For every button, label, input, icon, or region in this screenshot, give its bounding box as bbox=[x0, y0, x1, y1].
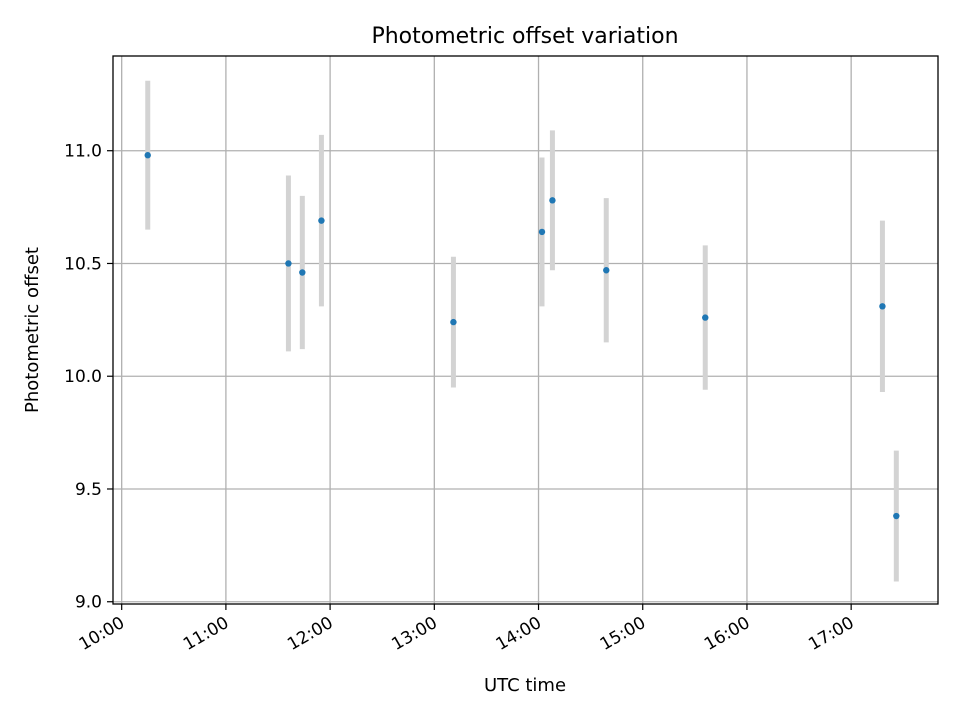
data-point bbox=[893, 512, 900, 520]
data-point bbox=[702, 314, 709, 321]
data-points bbox=[144, 152, 900, 520]
x-axis-label: UTC time bbox=[484, 675, 566, 696]
y-tick-label: 9.0 bbox=[75, 593, 102, 613]
y-tick-label: 9.5 bbox=[75, 480, 102, 500]
data-point bbox=[144, 152, 151, 159]
y-tick-label: 10.5 bbox=[64, 254, 102, 274]
data-point bbox=[538, 228, 546, 236]
data-point bbox=[603, 267, 610, 274]
data-point bbox=[318, 217, 325, 224]
y-tick-label: 11.0 bbox=[64, 142, 102, 162]
y-axis-ticks: 9.0 9.5 10.0 10.5 11.0 bbox=[64, 142, 113, 613]
data-point bbox=[549, 197, 556, 204]
data-point bbox=[285, 260, 292, 267]
data-point bbox=[299, 269, 306, 276]
grid bbox=[113, 56, 938, 604]
plot-frame bbox=[112, 55, 939, 605]
y-tick-label: 10.0 bbox=[64, 367, 102, 387]
data-point bbox=[879, 303, 886, 310]
data-point bbox=[450, 318, 457, 326]
y-axis-label: Photometric offset bbox=[22, 247, 43, 413]
chart-title: Photometric offset variation bbox=[371, 24, 678, 49]
